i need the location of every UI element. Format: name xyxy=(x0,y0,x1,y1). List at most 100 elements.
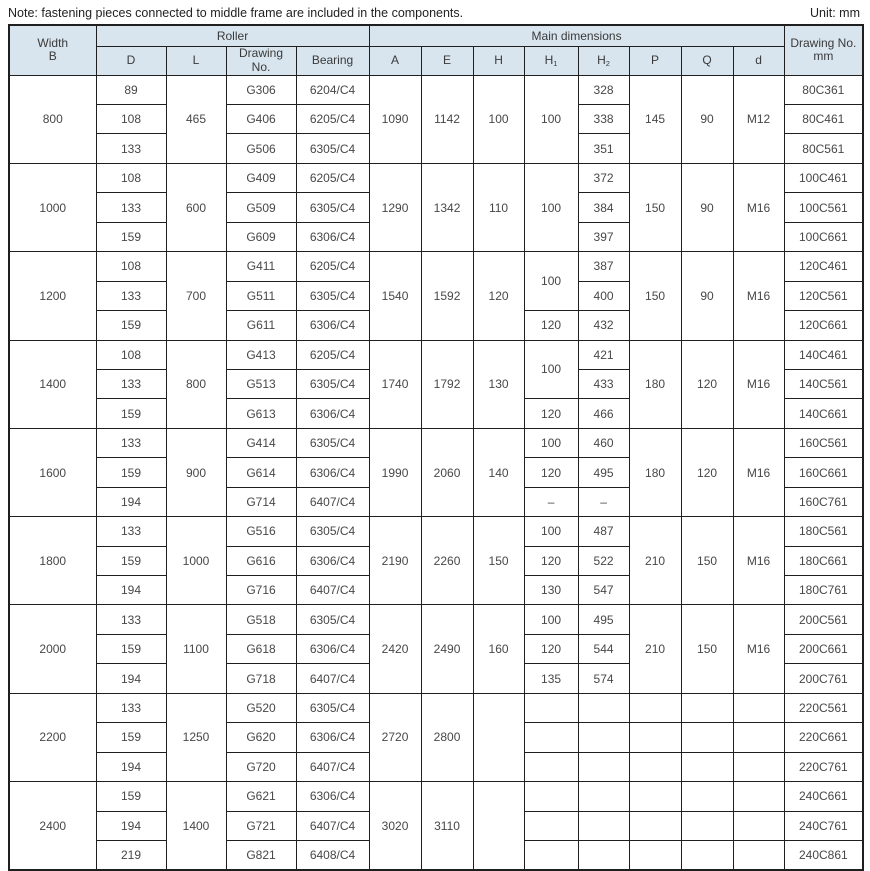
roller-d-cell: 194 xyxy=(95,751,167,783)
bearing-cell: 6306/C4 xyxy=(295,310,370,341)
column-header-d: D xyxy=(95,46,167,76)
width-b-cell: 2200 xyxy=(8,692,97,783)
dim-h2-cell: 522 xyxy=(577,545,630,577)
roller-drawing-no-cell: G621 xyxy=(225,781,297,812)
roller-drawing-no-cell: G414 xyxy=(225,427,297,459)
dim-h2-cell: 495 xyxy=(577,457,630,488)
bearing-cell: 6305/C4 xyxy=(295,192,370,223)
table-row: 2400 159 1400 G621 6306/C4 3020 3110 240C661 xyxy=(8,781,864,871)
dim-h-cell: 110 xyxy=(472,162,525,253)
dim-h2-cell: 433 xyxy=(577,368,630,400)
dim-h2-cell xyxy=(577,751,630,783)
column-header-l: L xyxy=(165,46,227,76)
roller-d-cell: 159 xyxy=(95,310,167,341)
drawing-code-cell: 200C561 xyxy=(783,604,864,635)
roller-d-cell: 159 xyxy=(95,545,167,577)
drawing-code-cell: 100C561 xyxy=(783,192,864,223)
note-text: Note: fastening pieces connected to midd… xyxy=(8,6,464,20)
dim-p-cell: 180 xyxy=(628,339,682,429)
roller-drawing-no-cell: G520 xyxy=(225,692,297,724)
dim-d-cell: M16 xyxy=(732,427,785,518)
dim-h1-cell xyxy=(523,751,579,783)
drawing-code-cell: 160C661 xyxy=(783,457,864,488)
roller-l-cell: 1000 xyxy=(165,516,227,606)
dim-h2-cell: 384 xyxy=(577,192,630,223)
dim-p-cell: 210 xyxy=(628,516,682,606)
roller-drawing-no-cell: G720 xyxy=(225,751,297,783)
dim-h-cell: 160 xyxy=(472,604,525,694)
dim-h1-cell xyxy=(523,722,579,753)
dim-h1-cell: 130 xyxy=(523,575,579,606)
roller-drawing-no-cell: G509 xyxy=(225,192,297,223)
dim-q-cell xyxy=(680,839,734,871)
dim-q-cell: 90 xyxy=(680,74,734,164)
dim-q-cell xyxy=(680,722,734,753)
roller-drawing-no-cell: G714 xyxy=(225,486,297,518)
column-header-h1: H1 xyxy=(523,46,579,76)
roller-drawing-no-cell: G716 xyxy=(225,575,297,606)
dim-p-cell xyxy=(628,781,682,812)
dim-h1-cell: 120 xyxy=(523,545,579,577)
dim-h2-cell xyxy=(577,692,630,724)
drawing-code-cell: 80C561 xyxy=(783,133,864,164)
roller-drawing-no-cell: G611 xyxy=(225,310,297,341)
dim-d-cell xyxy=(732,722,785,753)
dim-d-cell xyxy=(732,751,785,783)
roller-drawing-no-cell: G821 xyxy=(225,839,297,871)
bearing-cell: 6205/C4 xyxy=(295,104,370,135)
roller-l-cell: 1100 xyxy=(165,604,227,694)
drawing-code-cell: 80C361 xyxy=(783,74,864,106)
dim-e-cell: 2800 xyxy=(420,692,474,783)
drawing-code-cell: 160C761 xyxy=(783,486,864,518)
dim-q-cell: 90 xyxy=(680,251,734,341)
dim-p-cell xyxy=(628,751,682,783)
dim-h2-cell xyxy=(577,781,630,812)
dim-d-cell xyxy=(732,810,785,841)
roller-d-cell: 194 xyxy=(95,486,167,518)
dim-h1-cell: 100 xyxy=(523,251,579,312)
dim-h1-cell xyxy=(523,810,579,841)
dim-h1-cell: 135 xyxy=(523,663,579,694)
dim-q-cell xyxy=(680,692,734,724)
dim-p-cell: 180 xyxy=(628,427,682,518)
table-row: 159 G618 6306/C4 120 544 200C661 xyxy=(9,633,864,665)
dim-p-cell: 145 xyxy=(628,74,682,164)
table-row: 133 G511 6305/C4 400 120C561 xyxy=(9,280,864,312)
roller-drawing-no-cell: G518 xyxy=(225,604,297,635)
roller-l-cell: 600 xyxy=(165,162,227,253)
table-row: 133 G506 6305/C4 351 80C561 xyxy=(9,133,864,164)
dim-a-cell: 1540 xyxy=(368,251,422,341)
dim-p-cell: 150 xyxy=(628,251,682,341)
bearing-cell: 6205/C4 xyxy=(295,162,370,194)
table-row: 159 G614 6306/C4 120 495 160C661 xyxy=(9,457,864,488)
drawing-code-cell: 120C461 xyxy=(783,251,864,282)
roller-d-cell: 108 xyxy=(95,104,167,135)
dim-d-cell: M12 xyxy=(732,74,785,164)
roller-l-cell: 800 xyxy=(165,339,227,429)
dim-e-cell: 1592 xyxy=(420,251,474,341)
header-roller: Roller xyxy=(95,24,370,47)
dim-h2-cell xyxy=(577,810,630,841)
roller-d-cell: 108 xyxy=(95,162,167,194)
dim-h1-cell: 120 xyxy=(523,310,579,341)
dim-h1-cell xyxy=(523,781,579,812)
dim-d-cell xyxy=(732,839,785,871)
drawing-code-cell: 120C561 xyxy=(783,280,864,312)
bearing-cell: 6306/C4 xyxy=(295,221,370,253)
roller-d-cell: 133 xyxy=(95,427,167,459)
bearing-cell: 6205/C4 xyxy=(295,251,370,282)
drawing-code-cell: 140C661 xyxy=(783,398,864,429)
roller-drawing-no-cell: G516 xyxy=(225,516,297,547)
drawing-code-cell: 100C461 xyxy=(783,162,864,194)
dim-d-cell: M16 xyxy=(732,162,785,253)
dim-h2-cell xyxy=(577,839,630,871)
bearing-cell: 6306/C4 xyxy=(295,457,370,488)
dim-h2-cell: 421 xyxy=(577,339,630,370)
dim-p-cell xyxy=(628,839,682,871)
column-header-bearing: Bearing xyxy=(295,46,370,76)
table-row: 2000 133 1100 G518 6305/C4 2420 2490 160 100 495 2… xyxy=(8,604,864,694)
column-header-a: A xyxy=(368,46,422,76)
dim-q-cell xyxy=(680,810,734,841)
dim-h-cell xyxy=(472,781,525,871)
dim-h-cell xyxy=(472,692,525,783)
